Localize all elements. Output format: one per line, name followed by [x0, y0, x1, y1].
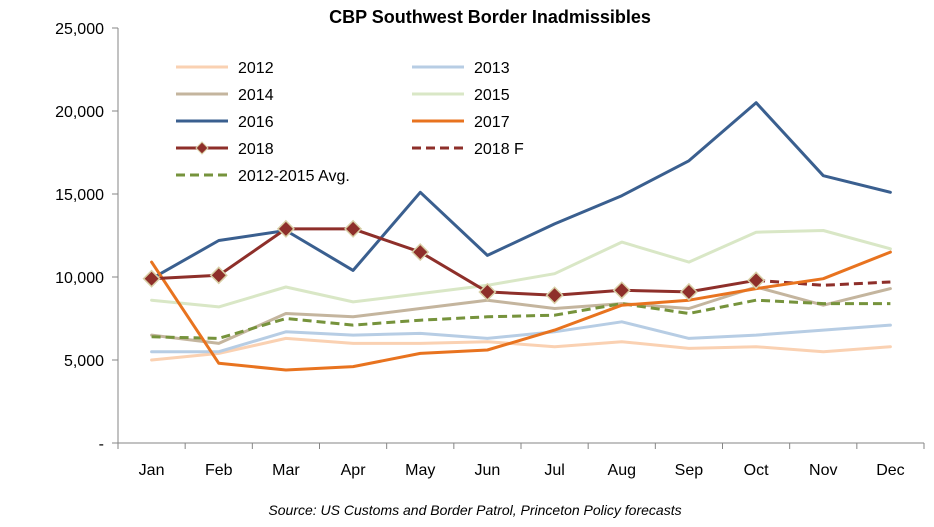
series-line-2017: [150, 250, 892, 372]
x-tick-label: Nov: [809, 462, 837, 479]
series-line-2012-2015-avg: [151, 298, 891, 340]
legend-item-2018: 2018: [176, 141, 274, 158]
legend-item-2016: 2016: [176, 114, 274, 131]
legend: 2012 2013 2014 2015 2016 2017 2018 2018 F 2012-2…: [176, 60, 524, 185]
data-point-2018: [411, 243, 430, 262]
y-axis: - 5,000 10,000 15,000 20,000 25,000: [55, 21, 119, 453]
legend-label: 2016: [238, 114, 274, 131]
x-tick-label: Feb: [205, 462, 233, 479]
x-tick-label: Oct: [744, 462, 769, 479]
data-point-2018: [478, 282, 497, 302]
y-tick-label: 15,000: [55, 187, 104, 204]
y-tick-label: -: [99, 436, 104, 453]
legend-label: 2013: [474, 60, 510, 77]
series-line-2012: [150, 336, 892, 362]
x-tick-label: Jul: [544, 462, 564, 479]
legend-label: 2018 F: [474, 141, 524, 158]
y-tick-label: 10,000: [55, 270, 104, 287]
x-tick-label: Aug: [608, 462, 636, 479]
legend-marker: [195, 141, 209, 155]
x-tick-label: May: [405, 462, 435, 479]
data-point-2018: [276, 219, 295, 238]
y-tick-label: 5,000: [64, 353, 104, 370]
legend-label: 2014: [238, 87, 274, 104]
series-line-2018: [150, 227, 758, 297]
x-tick-label: Apr: [341, 462, 367, 479]
legend-item-2012: 2012: [176, 60, 274, 77]
data-point-2018: [747, 271, 766, 290]
legend-item-2013: 2013: [412, 60, 510, 77]
legend-item-2017: 2017: [412, 114, 510, 131]
legend-label: 2017: [474, 114, 510, 131]
y-tick-label: 20,000: [55, 104, 104, 121]
legend-label: 2015: [474, 87, 510, 104]
x-tick-label: Dec: [876, 462, 904, 479]
data-point-2018: [545, 286, 564, 305]
x-tick-label: Mar: [272, 462, 300, 479]
source-note: Source: US Customs and Border Patrol, Pr…: [268, 502, 681, 518]
data-point-2018: [612, 281, 631, 300]
series-line-2018-f: [755, 278, 891, 287]
series-line-2016: [150, 101, 892, 281]
series-line-2015: [150, 229, 892, 309]
legend-item-2018-f: 2018 F: [412, 141, 524, 158]
x-axis: Jan Feb Mar Apr May Jun Jul Aug Sep Oct Nov Dec: [117, 442, 925, 479]
legend-item-2014: 2014: [176, 87, 274, 104]
legend-label: 2018: [238, 141, 274, 158]
legend-item-2015: 2015: [412, 87, 510, 104]
legend-item-2012-2015-avg: 2012-2015 Avg.: [176, 168, 350, 185]
series-line-2013: [150, 320, 892, 354]
y-tick-label: 25,000: [55, 21, 104, 38]
data-point-2018: [209, 266, 228, 285]
x-tick-label: Sep: [675, 462, 704, 479]
series-layer: [142, 101, 892, 372]
data-point-2018: [142, 269, 161, 288]
legend-label: 2012: [238, 60, 274, 77]
series-line-2014: [150, 285, 892, 345]
data-point-2018: [344, 219, 363, 238]
x-tick-label: Jan: [139, 462, 165, 479]
chart-title: CBP Southwest Border Inadmissibles: [329, 7, 651, 27]
data-point-2018: [679, 282, 698, 302]
x-tick-label: Jun: [475, 462, 501, 479]
legend-label: 2012-2015 Avg.: [238, 168, 350, 185]
